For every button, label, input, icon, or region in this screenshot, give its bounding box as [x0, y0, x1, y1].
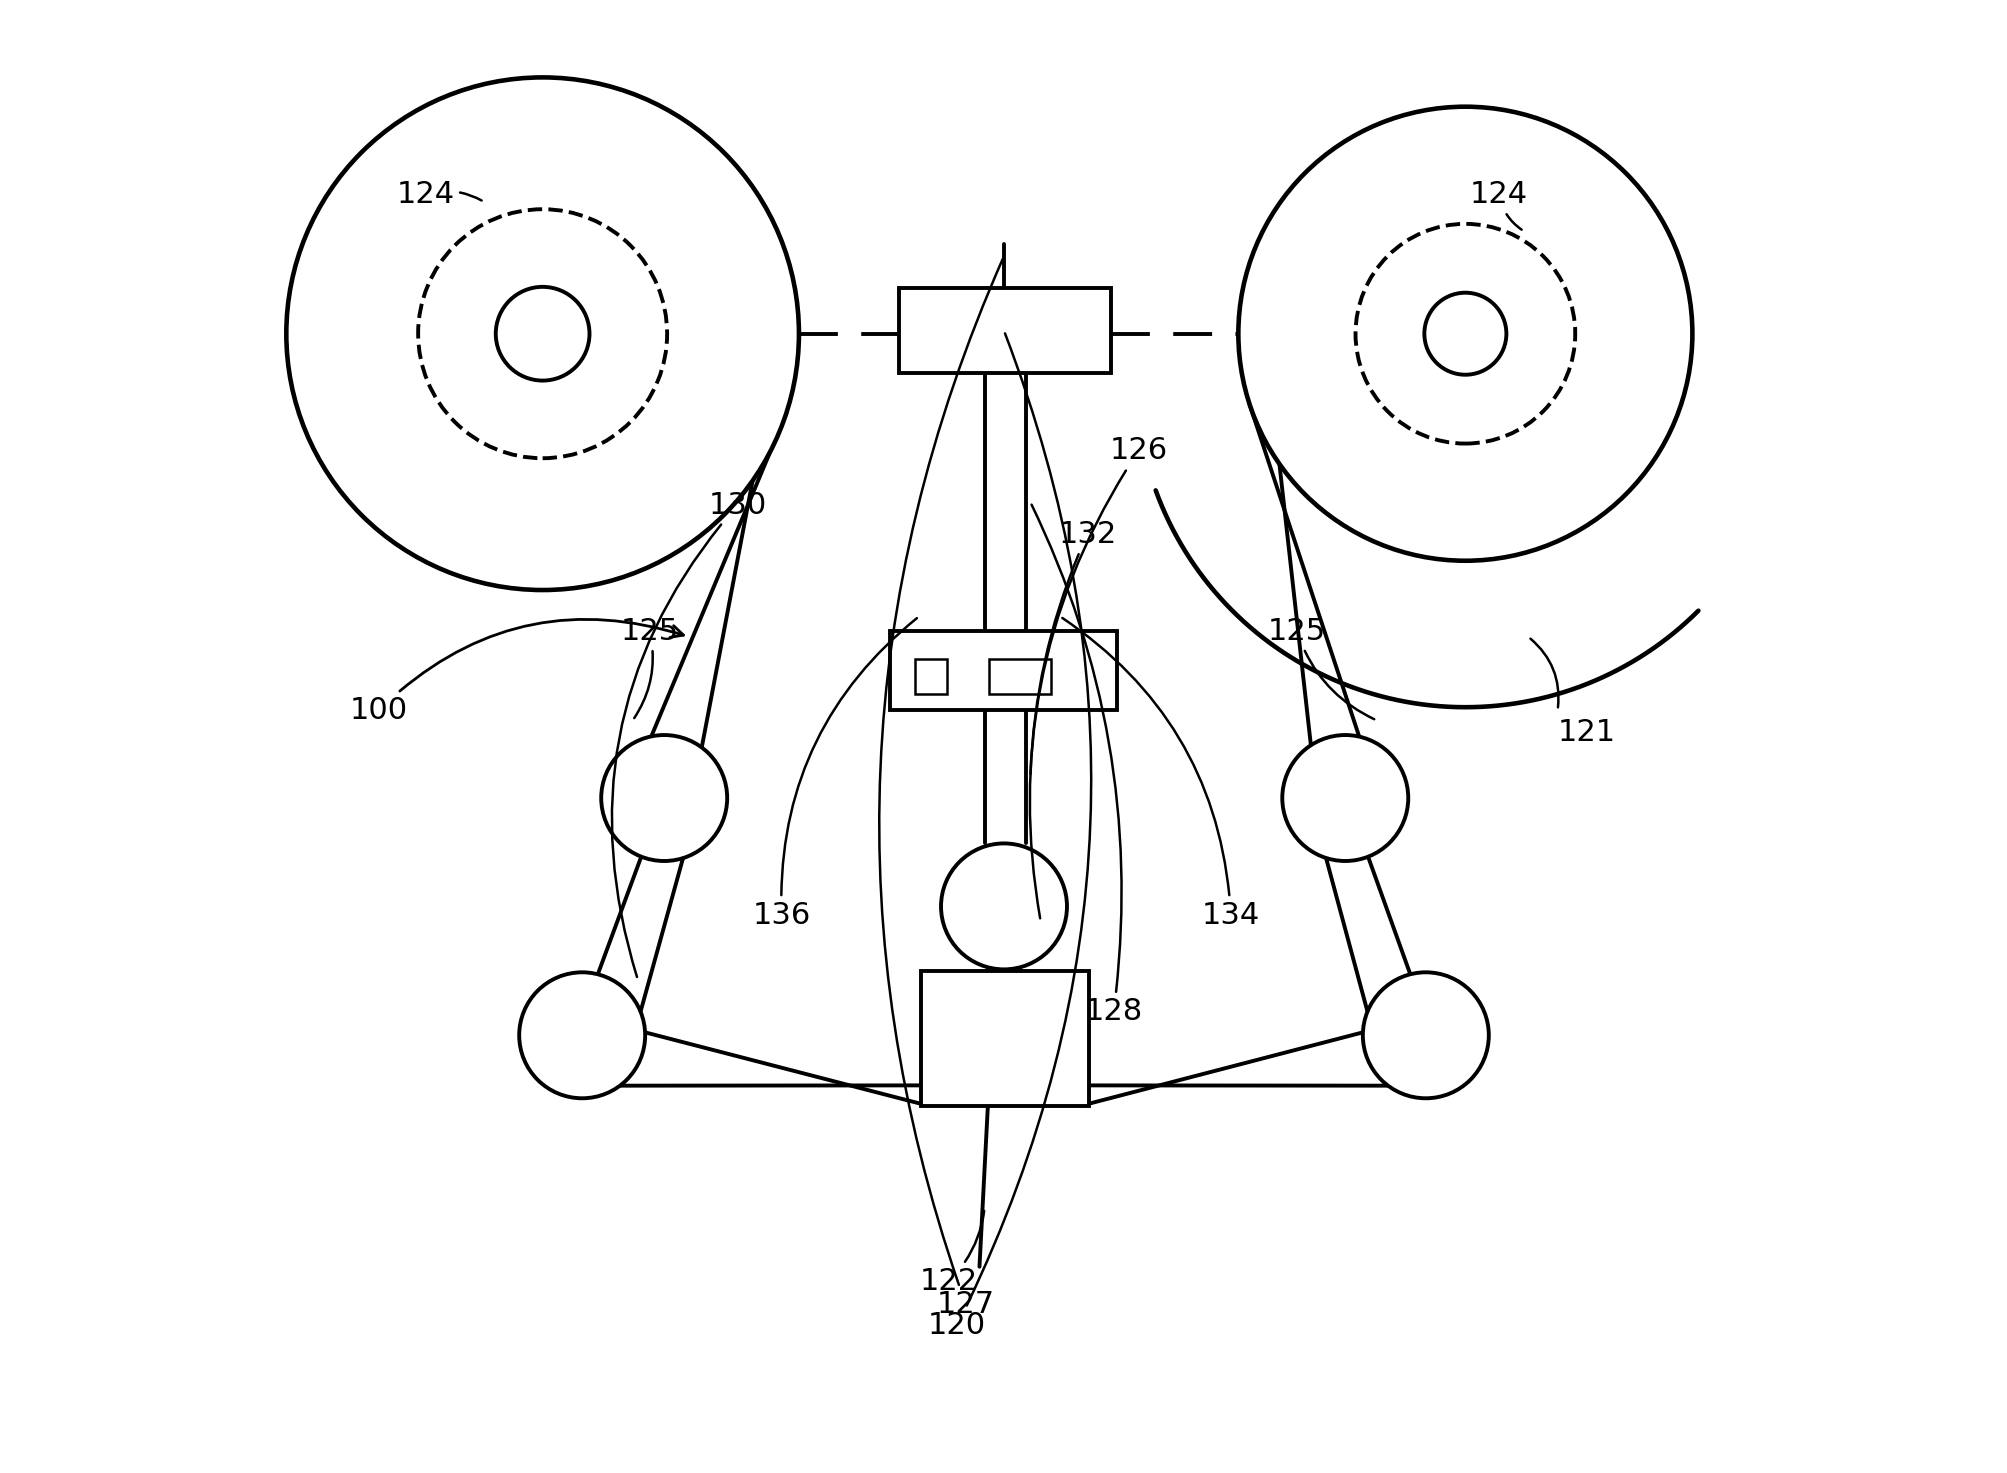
Bar	[989, 658, 1050, 694]
Text: 125: 125	[1266, 617, 1373, 719]
Bar	[919, 971, 1088, 1106]
Text: 124: 124	[1469, 180, 1527, 230]
Circle shape	[287, 78, 799, 591]
Text: 122: 122	[919, 1211, 983, 1296]
Text: 120: 120	[927, 333, 1090, 1340]
Text: 125: 125	[620, 617, 678, 717]
Text: 130: 130	[612, 491, 767, 977]
Text: 100: 100	[349, 619, 682, 725]
Circle shape	[1238, 106, 1692, 561]
Bar	[915, 658, 947, 694]
Circle shape	[520, 972, 644, 1099]
Text: 124: 124	[395, 180, 482, 209]
Circle shape	[1363, 972, 1487, 1099]
Text: 127: 127	[879, 259, 1001, 1320]
Circle shape	[941, 844, 1066, 969]
Text: 121: 121	[1557, 717, 1616, 747]
Text: 128: 128	[1032, 505, 1142, 1027]
Circle shape	[600, 735, 727, 862]
Text: 136: 136	[753, 619, 917, 929]
Text: 126: 126	[1030, 436, 1166, 918]
Circle shape	[1282, 735, 1407, 862]
Text: 132: 132	[1030, 520, 1116, 773]
Bar	[889, 630, 1116, 710]
Text: 134: 134	[1062, 619, 1258, 929]
Bar	[897, 289, 1110, 373]
